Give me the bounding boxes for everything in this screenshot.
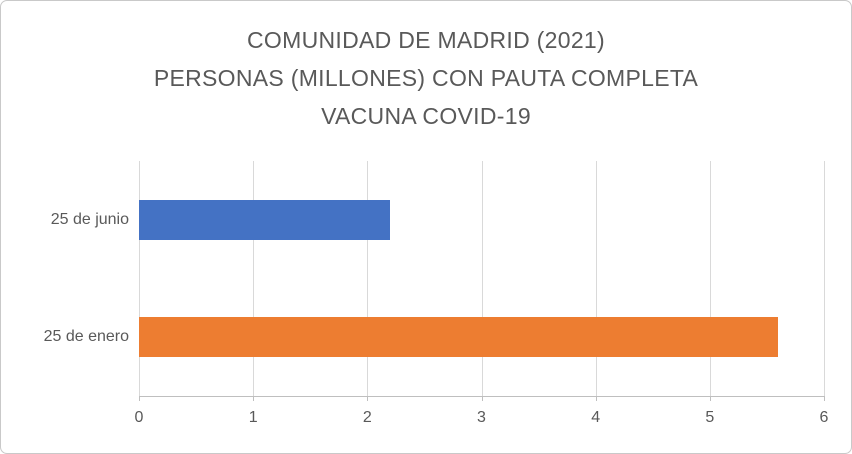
x-axis-tick [709, 396, 711, 401]
category-label-25-de-enero: 25 de enero [43, 328, 129, 346]
gridline [253, 161, 255, 396]
x-axis-tick [139, 396, 140, 401]
x-axis-tick [481, 396, 483, 401]
x-tick-label: 1 [248, 409, 258, 426]
gridline [139, 161, 140, 396]
x-tick-label: 2 [362, 409, 372, 426]
gridline [367, 161, 369, 396]
gridline [824, 161, 825, 396]
x-axis-tick [595, 396, 597, 401]
gridline [481, 161, 483, 396]
x-axis-tick [253, 396, 255, 401]
x-axis-tick [824, 396, 825, 401]
x-tick-label: 4 [591, 409, 601, 426]
x-tick-label: 5 [705, 409, 715, 426]
x-axis-tick [367, 396, 369, 401]
category-label-25-de-junio: 25 de junio [50, 210, 129, 228]
gridline [709, 161, 711, 396]
bar-25-de-enero [139, 317, 779, 358]
chart-title-line-3: VACUNA COVID-19 [321, 103, 531, 129]
x-tick-label: 3 [477, 409, 486, 426]
gridline [595, 161, 597, 396]
chart-title: COMUNIDAD DE MADRID (2021) PERSONAS (MIL… [1, 21, 851, 135]
x-tick-label: 0 [134, 409, 144, 426]
bar-25-de-junio [139, 199, 391, 240]
x-tick-label: 6 [819, 409, 829, 426]
chart-title-line-1: COMUNIDAD DE MADRID (2021) [247, 27, 605, 53]
chart-title-line-2: PERSONAS (MILLONES) CON PAUTA COMPLETA [153, 65, 699, 91]
